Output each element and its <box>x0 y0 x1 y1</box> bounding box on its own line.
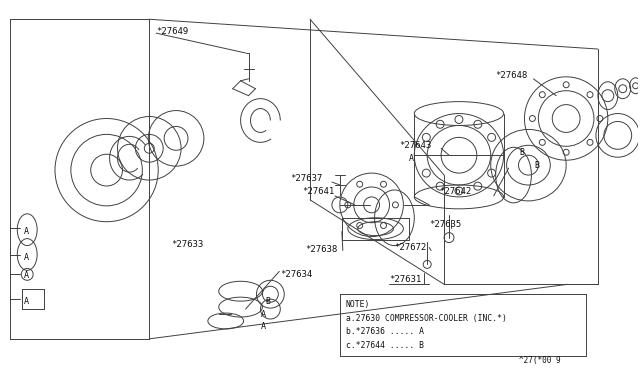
Text: A: A <box>24 271 29 280</box>
Text: b.*27636 ..... A: b.*27636 ..... A <box>346 327 424 336</box>
Text: *27633: *27633 <box>171 240 204 249</box>
Text: A: A <box>24 227 29 236</box>
Text: *27648: *27648 <box>495 71 528 80</box>
Text: B: B <box>534 161 540 170</box>
Text: *27637: *27637 <box>290 174 323 183</box>
Text: NOTE): NOTE) <box>346 299 370 309</box>
Text: *27638: *27638 <box>305 245 337 254</box>
Text: B: B <box>266 296 271 306</box>
Text: A: A <box>24 253 29 262</box>
Text: *27641: *27641 <box>302 187 334 196</box>
Text: A: A <box>24 296 29 306</box>
Text: ^27(*00 9: ^27(*00 9 <box>518 356 560 365</box>
Text: a.27630 COMPRESSOR-COOLER (INC.*): a.27630 COMPRESSOR-COOLER (INC.*) <box>346 314 507 323</box>
Text: *27634: *27634 <box>280 270 312 279</box>
Text: *27649: *27649 <box>156 27 189 36</box>
Text: A: A <box>410 154 414 163</box>
Text: A: A <box>260 310 266 318</box>
Text: *27643: *27643 <box>399 141 431 150</box>
Text: *27642: *27642 <box>439 187 471 196</box>
Text: B: B <box>520 148 525 157</box>
Text: A: A <box>260 323 266 331</box>
Text: *27631: *27631 <box>390 275 422 284</box>
Text: *27635: *27635 <box>429 220 461 229</box>
Text: *27672: *27672 <box>394 243 427 252</box>
Text: c.*27644 ..... B: c.*27644 ..... B <box>346 341 424 350</box>
